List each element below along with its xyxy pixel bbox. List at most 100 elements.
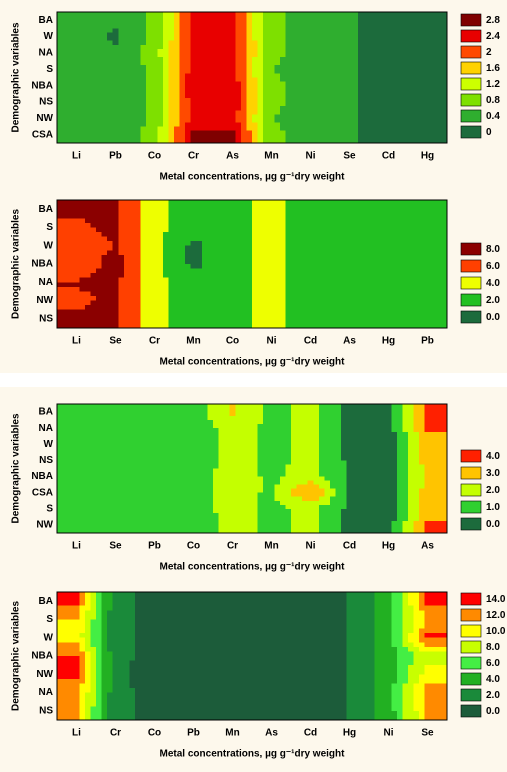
contour-cell [135, 683, 175, 703]
contour-cell [330, 291, 370, 311]
contour-cell [291, 309, 331, 329]
contour-cell [135, 665, 175, 685]
x-tick-label: As [421, 541, 434, 552]
x-tick-label: Co [148, 728, 161, 739]
contour-cell [330, 200, 370, 219]
legend-swatch [460, 13, 482, 27]
contour-cell [57, 254, 97, 274]
plot-frame [56, 591, 448, 721]
contour-cell [96, 110, 136, 128]
contour-cell [213, 110, 253, 128]
contour-cell [213, 516, 253, 534]
legend-label: 8.0 [486, 642, 500, 653]
contour-cell [252, 646, 292, 666]
contour-cell [369, 484, 409, 502]
contour-cell [408, 646, 448, 666]
x-tick-label: Pb [187, 728, 200, 739]
y-tick-label: NBA [31, 471, 53, 482]
contour-cell [369, 273, 409, 293]
contour-cell [135, 291, 175, 311]
contour-cell [174, 592, 214, 611]
contour-cell [330, 468, 370, 486]
contour-cell [57, 592, 97, 611]
contour-cell [291, 610, 331, 630]
contour-cell [135, 28, 175, 46]
contour-cell [135, 273, 175, 293]
contour-cell [213, 468, 253, 486]
legend-label: 6.0 [486, 658, 500, 669]
contour-cell [213, 77, 253, 95]
legend-swatch [460, 500, 482, 514]
contour-cell [330, 683, 370, 703]
x-tick-label: Pb [421, 336, 434, 347]
contour-cell [57, 484, 97, 502]
contour-cell [330, 126, 370, 144]
x-tick-label: Cr [188, 151, 199, 162]
legend-label: 0.0 [486, 519, 500, 530]
contour-cell [213, 28, 253, 46]
contour-cell [330, 93, 370, 111]
legend-swatch [460, 656, 482, 670]
y-tick-label: S [46, 503, 53, 514]
contour-cell [213, 12, 253, 29]
contour-cell [369, 628, 409, 648]
contour-cell [57, 628, 97, 648]
y-tick-label: CSA [32, 129, 53, 140]
contour-cell [57, 436, 97, 453]
contour-cell [213, 309, 253, 329]
contour-cell [369, 420, 409, 437]
legend-label: 2.8 [486, 15, 500, 26]
contour-cell [57, 683, 97, 703]
contour-cell [96, 701, 136, 721]
contour-cell [96, 468, 136, 486]
contour-cell [330, 516, 370, 534]
contour-cell [369, 701, 409, 721]
contour-cell [96, 28, 136, 46]
contour-cell [174, 44, 214, 62]
x-tick-label: Cd [304, 728, 317, 739]
legend-label: 3.0 [486, 468, 500, 479]
legend-swatch [460, 93, 482, 107]
legend-label: 12.0 [486, 610, 506, 621]
contour-cell [174, 646, 214, 666]
legend-swatch [460, 293, 482, 307]
y-tick-label: NA [39, 277, 53, 288]
y-tick-label: W [44, 240, 54, 251]
contour-cell [330, 420, 370, 437]
contour-cell [57, 468, 97, 486]
y-tick-label: BA [39, 596, 53, 607]
y-tick-label: W [44, 632, 54, 643]
contour-cell [408, 500, 448, 518]
contour-cell [291, 218, 331, 238]
contour-cell [291, 420, 331, 437]
contour-cell [213, 420, 253, 437]
contour-cell [291, 628, 331, 648]
x-tick-label: Pb [148, 541, 161, 552]
contour-cell [96, 592, 136, 611]
legend-label: 2 [486, 47, 492, 58]
y-tick-label: BA [39, 407, 53, 418]
contour-cell [57, 61, 97, 79]
legend-swatch [460, 608, 482, 622]
contour-cell [135, 254, 175, 274]
y-tick-label: W [44, 439, 54, 450]
y-tick-label: NW [36, 520, 53, 531]
legend-swatch [460, 517, 482, 531]
contour-cell [291, 44, 331, 62]
contour-cell [252, 254, 292, 274]
contour-cell [291, 291, 331, 311]
legend-label: 10.0 [486, 626, 506, 637]
contour-cell [213, 628, 253, 648]
contour-cell [330, 110, 370, 128]
contour-cell [291, 646, 331, 666]
contour-cell [96, 61, 136, 79]
contour-cell [135, 309, 175, 329]
contour-cell [252, 77, 292, 95]
contour-cell [135, 77, 175, 95]
contour-cell [330, 309, 370, 329]
contour-cell [96, 646, 136, 666]
x-tick-label: Mn [225, 728, 239, 739]
contour-cell [174, 126, 214, 144]
contour-cell [57, 77, 97, 95]
contour-cell [174, 404, 214, 421]
